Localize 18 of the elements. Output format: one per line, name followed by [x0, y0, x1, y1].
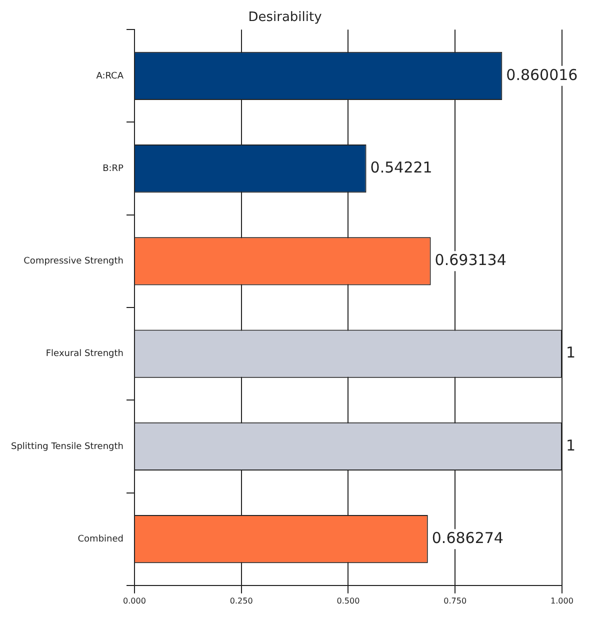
x-tick-label: 0.250: [230, 596, 253, 606]
data-label: 0.693134: [434, 251, 506, 270]
data-label: 1: [566, 344, 576, 362]
x-tick-label: 0.500: [336, 596, 360, 606]
x-tick-label: 0.000: [123, 596, 146, 606]
y-tick-label: Splitting Tensile Strength: [10, 442, 124, 452]
y-tick-label: Combined: [78, 534, 124, 544]
x-tick-label: 0.750: [444, 596, 467, 606]
data-label: 0.54221: [370, 158, 432, 176]
chart-title: Desirability: [248, 10, 322, 26]
y-tick-label: Flexural Strength: [46, 349, 124, 360]
y-tick-label: B:RP: [102, 164, 124, 174]
data-label: 1: [566, 436, 576, 454]
data-label: 0.686274: [432, 528, 504, 547]
y-tick-label: A:RCA: [96, 71, 124, 82]
y-tick-label: Compressive Strength: [24, 256, 124, 267]
data-label: 0.860016: [506, 66, 578, 84]
x-tick-label: 1.000: [550, 596, 574, 606]
